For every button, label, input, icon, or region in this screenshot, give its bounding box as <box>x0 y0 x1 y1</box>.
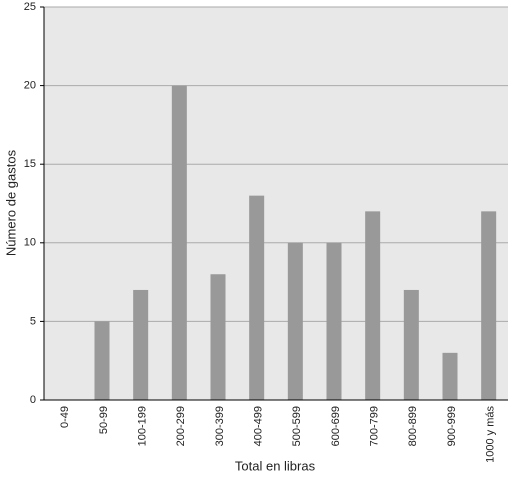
x-axis-title: Total en libras <box>235 458 316 473</box>
bar <box>171 85 187 400</box>
y-tick-label: 5 <box>30 315 36 327</box>
bar <box>94 321 110 400</box>
y-tick-label: 25 <box>24 1 36 13</box>
bar <box>287 242 303 400</box>
bar <box>365 211 381 400</box>
x-tick-label: 800-899 <box>407 406 419 446</box>
bar <box>249 195 265 400</box>
x-tick-label: 200-299 <box>175 406 187 446</box>
x-tick-label: 100-199 <box>137 406 149 446</box>
y-tick-label: 20 <box>24 80 36 92</box>
y-tick-label: 0 <box>30 394 36 406</box>
bar <box>326 242 342 400</box>
bar <box>481 211 497 400</box>
x-tick-label: 500-599 <box>291 406 303 446</box>
x-tick-label: 600-699 <box>330 406 342 446</box>
plot-area <box>44 7 508 400</box>
x-tick-label: 700-799 <box>369 406 381 446</box>
bar <box>133 289 149 400</box>
bar <box>210 274 226 400</box>
x-tick-label: 400-499 <box>253 406 265 446</box>
x-tick-label: 0-49 <box>59 406 71 428</box>
x-tick-label: 50-99 <box>98 406 110 434</box>
x-tick-label: 900-999 <box>446 406 458 446</box>
bar <box>442 352 458 400</box>
y-tick-label: 10 <box>24 237 36 249</box>
y-axis-title: Número de gastos <box>3 149 18 256</box>
bar <box>403 289 419 400</box>
y-tick-label: 15 <box>24 158 36 170</box>
x-tick-label: 300-399 <box>214 406 226 446</box>
x-tick-label: 1000 y más <box>485 406 497 463</box>
